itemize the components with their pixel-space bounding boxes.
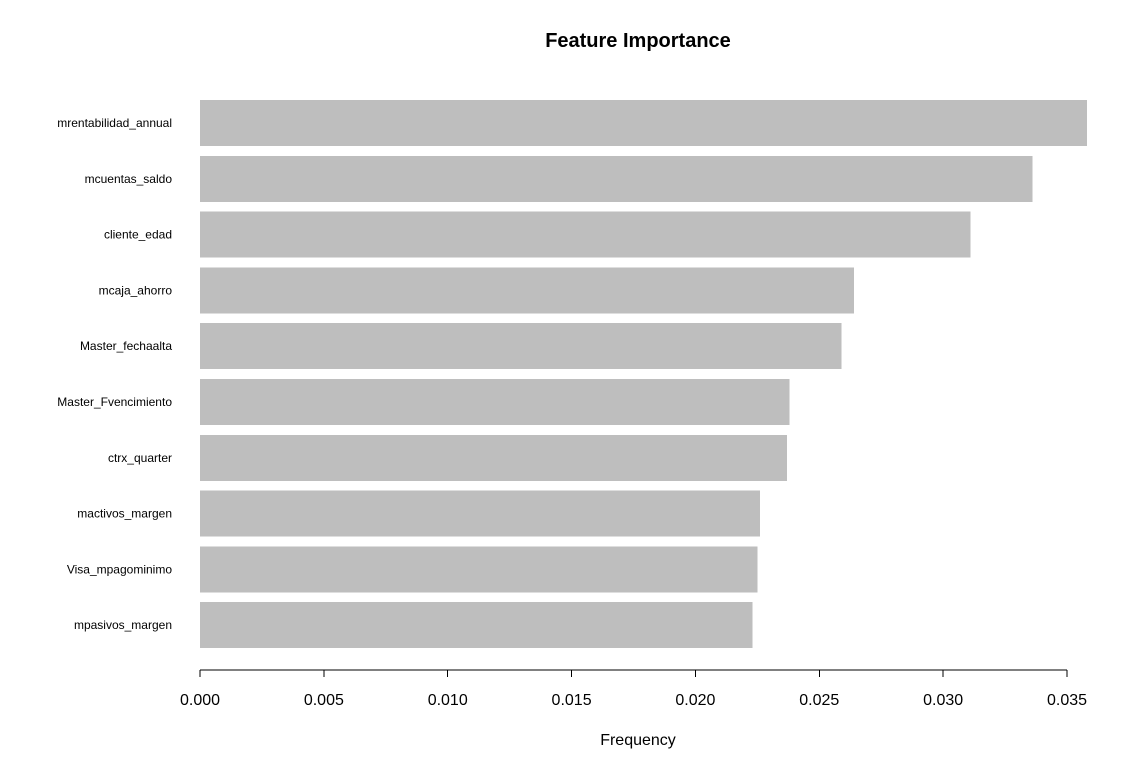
x-tick-label: 0.025 <box>799 692 839 709</box>
x-axis: 0.000 0.005 0.010 0.015 0.020 0.025 0.030 0.035 <box>180 669 1087 709</box>
category-label-Visa_mpagominimo: Visa_mpagominimo <box>67 562 172 576</box>
category-label-ctrx_quarter: ctrx_quarter <box>108 451 172 465</box>
category-label-mpasivos_margen: mpasivos_margen <box>74 618 172 632</box>
x-axis-title: Frequency <box>600 732 676 749</box>
bar-mactivos_margen <box>200 490 760 537</box>
x-tick-label: 0.035 <box>1047 692 1087 709</box>
bar-mpasivos_margen <box>200 602 753 649</box>
bar-Master_fechaalta <box>200 323 842 370</box>
x-tick-label: 0.020 <box>675 692 715 709</box>
category-label-Master_Fvencimiento: Master_Fvencimiento <box>57 395 172 409</box>
x-tick-label: 0.030 <box>923 692 963 709</box>
category-label-cliente_edad: cliente_edad <box>104 228 172 242</box>
bar-Master_Fvencimiento <box>200 379 790 425</box>
bar-cliente_edad <box>200 211 971 258</box>
bar-Visa_mpagominimo <box>200 546 758 593</box>
x-tick-label: 0.015 <box>552 692 592 709</box>
bar-mcaja_ahorro <box>200 267 854 314</box>
bar-ctrx_quarter <box>200 434 788 481</box>
category-label-mactivos_margen: mactivos_margen <box>77 507 172 521</box>
bar-mrentabilidad_annual <box>200 100 1087 146</box>
x-tick-label: 0.010 <box>428 692 468 709</box>
x-tick-label: 0.000 <box>180 692 220 709</box>
bars-group <box>200 100 1087 649</box>
category-labels: mrentabilidad_annual mcuentas_saldoclient… <box>57 116 172 632</box>
category-label-mcuentas_saldo: mcuentas_saldo <box>85 172 173 186</box>
bar-mcuentas_saldo <box>200 155 1033 202</box>
chart-title: Feature Importance <box>545 30 731 52</box>
category-label-mcaja_ahorro: mcaja_ahorro <box>99 283 173 297</box>
category-label-mrentabilidad_annual: mrentabilidad_annual <box>57 116 172 130</box>
x-tick-label: 0.005 <box>304 692 344 709</box>
category-label-Master_fechaalta: Master_fechaalta <box>80 339 172 353</box>
